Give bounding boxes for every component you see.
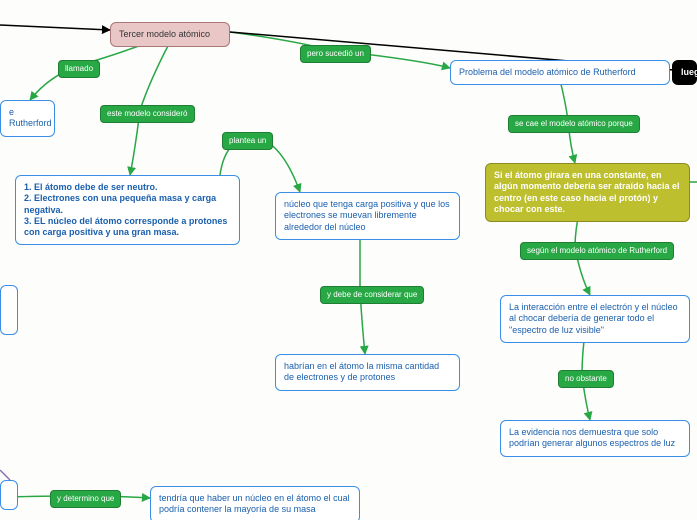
node-tercer[interactable]: Tercer modelo atómico (110, 22, 230, 47)
node-habrian[interactable]: habrían en el átomo la misma cantidad de… (275, 354, 460, 391)
node-tendria[interactable]: tendría que haber un núcleo en el átomo … (150, 486, 360, 520)
edge (0, 470, 10, 480)
node-lueg[interactable]: lueg (672, 60, 697, 85)
edge-label-ydebe: y debe de considerar que (320, 286, 424, 304)
node-prob[interactable]: Problema del modelo atómico de Rutherfor… (450, 60, 670, 85)
edge-label-ydet: y determino que (50, 490, 121, 508)
node-evid[interactable]: La evidencia nos demuestra que solo podr… (500, 420, 690, 457)
edge-label-segun: según el modelo atómico de Rutherford (520, 242, 674, 260)
edge-label-estemod: este modelo consideró (100, 105, 195, 123)
concept-map-canvas: Tercer modelo atómico e Rutherford Problem… (0, 0, 697, 520)
node-nucleo[interactable]: núcleo que tenga carga positiva y que lo… (275, 192, 460, 240)
edge-label-noobst: no obstante (558, 370, 614, 388)
edge-label-pero: pero sucedió un (300, 45, 371, 63)
edge-label-secae: se cae el modelo atómico porque (508, 115, 640, 133)
node-ruther[interactable]: e Rutherford (0, 100, 55, 137)
edge-label-plantea: plantea un (222, 132, 273, 150)
edge (0, 25, 110, 30)
node-leftfrag[interactable] (0, 285, 18, 335)
node-girara[interactable]: Si el átomo girara en una constante, en … (485, 163, 690, 222)
node-list3[interactable]: 1. El átomo debe de ser neutro. 2. Elect… (15, 175, 240, 245)
node-leftbot[interactable] (0, 480, 18, 510)
edge-label-llamado: llamado (58, 60, 100, 78)
node-interac[interactable]: La interacción entre el electrón y el nú… (500, 295, 690, 343)
